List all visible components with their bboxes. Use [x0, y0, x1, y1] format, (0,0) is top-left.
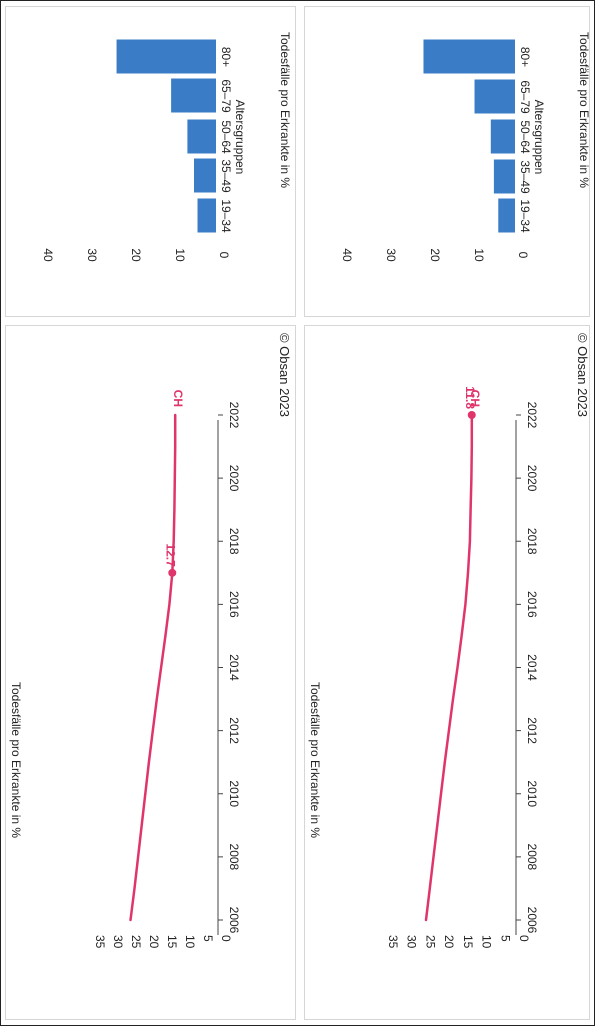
year-tick-label: 2022: [525, 402, 539, 429]
value-tick-label: 20: [428, 248, 442, 262]
value-axis-title: Todesfälle pro Erkrankte in %: [9, 682, 23, 838]
ch-trend-line: [424, 413, 474, 922]
value-tick-label: 20: [129, 248, 143, 262]
value-tick-label: 0: [217, 252, 231, 259]
category-label: 80+: [219, 47, 233, 67]
year-tick-label: 2018: [525, 528, 539, 555]
value-tick-label: 30: [405, 935, 419, 949]
value-tick-label: 35: [93, 935, 107, 949]
age-chart-top: 0 10 20 30 40 Todesfälle pro Erkrankte in % 19…: [5, 6, 296, 317]
value-tick-label: 5: [498, 935, 512, 942]
age-bar: [474, 79, 515, 114]
value-tick-label: 0: [516, 252, 530, 259]
year-tick-label: 2010: [525, 780, 539, 807]
category-label: 35–49: [219, 159, 233, 193]
age-bar: [187, 119, 216, 154]
value-tick-label: 25: [129, 935, 143, 949]
year-tick-label: 2022: [227, 402, 241, 429]
trend-chart-top-frame: [5, 325, 296, 1020]
year-tick-label: 2014: [227, 654, 241, 681]
trend-chart-bottom-plot: 05 10 15 20 25 30 35 Todesfälle pro Erkrankte i…: [308, 333, 590, 949]
category-label: 65–79: [518, 80, 532, 114]
category-label: 65–79: [219, 79, 233, 113]
year-tick-label: 2012: [227, 717, 241, 744]
value-tick-label: 30: [85, 248, 99, 262]
value-tick-label: 0: [517, 935, 531, 942]
year-tick-label: 2020: [525, 465, 539, 492]
year-tick-label: 2016: [525, 591, 539, 618]
year-tick-label: 2014: [525, 654, 539, 681]
series-end-label: CH: [171, 390, 185, 407]
year-tick-label: 2010: [227, 780, 241, 807]
age-chart-bottom-plot: 0 10 20 30 40 Todesfälle pro Erkrankte in % 19…: [340, 32, 591, 262]
age-bar: [194, 158, 216, 193]
age-bar: [197, 198, 216, 233]
trend-chart-bottom: 05 10 15 20 25 30 35 Todesfälle pro Erkrankte i…: [304, 325, 590, 1020]
category-axis-title: Altersgruppen: [233, 100, 247, 175]
age-bar: [423, 39, 515, 74]
year-tick-label: 2006: [525, 907, 539, 934]
series-end-label: CH: [468, 390, 482, 407]
value-tick-label: 10: [472, 248, 486, 262]
value-tick-label: 40: [340, 248, 354, 262]
value-tick-label: 5: [201, 935, 215, 942]
age-bar: [498, 198, 515, 233]
trend-chart-bottom-frame: [304, 325, 590, 1020]
credit-label: © Obsan 2023: [277, 333, 292, 417]
trend-chart-top: 05 10 15 20 25 30 35 Todesfälle pro Erkrankte i…: [5, 325, 296, 1020]
value-tick-label: 15: [165, 935, 179, 949]
value-tick-label: 40: [41, 248, 55, 262]
year-tick-label: 2008: [227, 844, 241, 871]
age-chart-top-plot: 0 10 20 30 40 Todesfälle pro Erkrankte in % 19…: [41, 32, 292, 262]
highlight-value-label: 11.8: [463, 386, 477, 409]
category-axis-title: Altersgruppen: [532, 100, 546, 175]
credit-label: © Obsan 2023: [575, 333, 590, 417]
ch-trend-line: [129, 413, 177, 922]
year-tick-label: 2018: [227, 528, 241, 555]
value-tick-label: 15: [461, 935, 475, 949]
highlight-value-label: 12.7: [163, 543, 177, 567]
category-label: 35–49: [518, 160, 532, 194]
value-tick-label: 10: [480, 935, 494, 949]
value-tick-label: 30: [384, 248, 398, 262]
category-label: 80+: [518, 47, 532, 67]
highlight-point: [467, 411, 476, 419]
value-tick-label: 20: [442, 935, 456, 949]
value-axis-title: Todesfälle pro Erkrankte in %: [577, 32, 591, 188]
value-tick-label: 10: [173, 248, 187, 262]
year-tick-label: 2012: [525, 717, 539, 744]
value-tick-label: 0: [219, 935, 233, 942]
year-tick-label: 2006: [227, 907, 241, 934]
value-tick-label: 10: [183, 935, 197, 949]
trend-chart-top-plot: 05 10 15 20 25 30 35 Todesfälle pro Erkrankte i…: [9, 333, 292, 949]
value-tick-label: 35: [386, 935, 400, 949]
value-tick-label: 20: [147, 935, 161, 949]
age-bar: [493, 159, 515, 194]
age-chart-bottom: 0 10 20 30 40 Todesfälle pro Erkrankte in % 19…: [304, 6, 591, 317]
category-label: 50–64: [219, 120, 233, 154]
age-bar: [171, 78, 216, 113]
year-tick-label: 2020: [227, 465, 241, 492]
value-axis-title: Todesfälle pro Erkrankte in %: [278, 32, 292, 188]
category-label: 19–34: [219, 199, 233, 233]
age-bar: [490, 119, 515, 154]
value-tick-label: 30: [111, 935, 125, 949]
category-label: 50–64: [518, 120, 532, 154]
year-tick-label: 2016: [227, 591, 241, 618]
value-axis-title: Todesfälle pro Erkrankte in %: [308, 682, 322, 838]
age-bar: [116, 39, 216, 74]
category-label: 19–34: [518, 199, 532, 233]
highlight-point: [168, 568, 177, 577]
value-tick-label: 25: [423, 935, 437, 949]
year-tick-label: 2008: [525, 844, 539, 871]
